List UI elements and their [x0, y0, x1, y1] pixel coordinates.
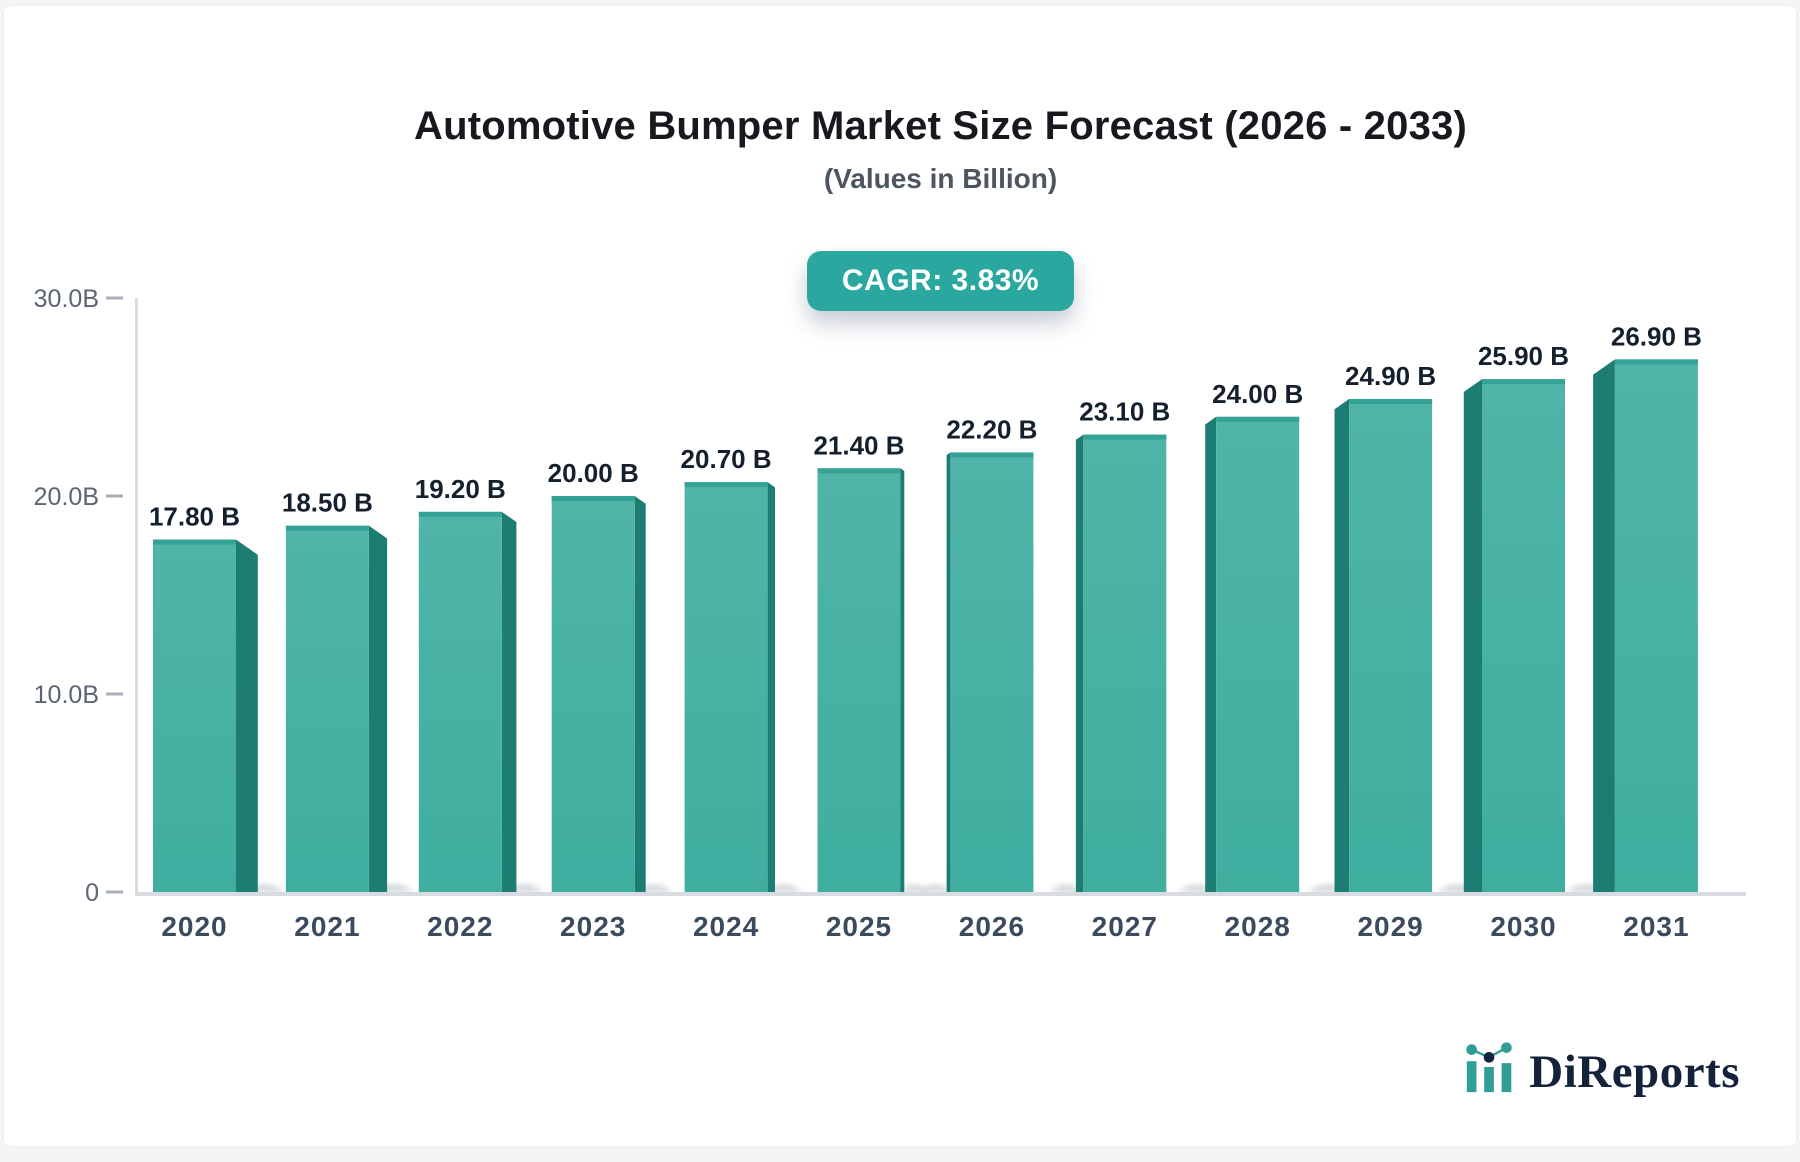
bar-value-label: 22.20 B	[946, 414, 1037, 444]
x-axis-label: 2027	[1092, 911, 1158, 942]
y-tick-label: 10.0B	[34, 681, 99, 709]
x-axis-label: 2021	[294, 911, 360, 942]
chart-header: Automotive Bumper Market Size Forecast (…	[135, 6, 1746, 311]
bar-value-label: 25.90 B	[1478, 341, 1569, 371]
chart-subtitle: (Values in Billion)	[823, 163, 1058, 194]
chart-title: Automotive Bumper Market Size Forecast (…	[414, 104, 1467, 148]
x-axis-label: 2031	[1623, 911, 1689, 942]
brand-logo-icon	[1466, 1042, 1512, 1093]
bar-2027: 23.10 B 2027	[1048, 397, 1170, 942]
bar-value-label: 20.70 B	[681, 444, 772, 474]
chart-card: Automotive Bumper Market Size Forecast (…	[4, 6, 1796, 1146]
bar-2028: 24.00 B 2028	[1178, 379, 1303, 942]
bar-2020: 17.80 B 2020	[149, 502, 285, 942]
bar-2025: 21.40 B 2025	[813, 430, 932, 942]
bar-2023: 20.00 B 2023	[548, 458, 673, 942]
x-axis-label: 2024	[693, 911, 759, 942]
x-axis-label: 2022	[427, 911, 493, 942]
x-axis-label: 2026	[959, 911, 1025, 942]
bar-2024: 20.70 B 2024	[681, 444, 802, 942]
bar-chart: 0 10.0B 20.0B 30.0B 17.80 B 2020 18.50 B 2021 19…	[34, 285, 1746, 942]
bar-2031: 26.90 B 2031	[1566, 321, 1702, 942]
bar-value-label: 24.00 B	[1212, 379, 1303, 409]
bar-value-label: 24.90 B	[1345, 361, 1436, 391]
y-tick-label: 30.0B	[34, 285, 99, 313]
x-axis-label: 2029	[1357, 911, 1423, 942]
bar-value-label: 21.40 B	[813, 430, 904, 460]
x-axis-label: 2028	[1225, 911, 1291, 942]
bar-value-label: 20.00 B	[548, 458, 639, 488]
bar-value-label: 19.20 B	[415, 474, 506, 504]
bar-value-label: 23.10 B	[1079, 397, 1170, 427]
bar-2026: 22.20 B 2026	[919, 414, 1037, 942]
brand-logo: DiReports	[1461, 1038, 1740, 1096]
cagr-badge: CAGR: 3.83%	[806, 251, 1075, 311]
bars: 17.80 B 2020 18.50 B 2021 19.20 B 2022 20.00 B…	[149, 321, 1702, 942]
y-tick-label: 0	[85, 879, 99, 907]
x-axis-label: 2020	[161, 911, 227, 942]
bar-value-label: 26.90 B	[1611, 321, 1702, 351]
bar-value-label: 17.80 B	[149, 502, 240, 532]
x-axis-label: 2023	[560, 911, 626, 942]
y-tick-label: 20.0B	[34, 483, 99, 511]
x-axis-label: 2030	[1490, 911, 1556, 942]
brand-logo-text: DiReports	[1529, 1046, 1740, 1098]
bar-2022: 19.20 B 2022	[415, 474, 544, 942]
bar-2030: 25.90 B 2030	[1436, 341, 1569, 942]
y-axis: 0 10.0B 20.0B 30.0B	[34, 285, 138, 907]
x-axis-label: 2025	[826, 911, 892, 942]
bar-2021: 18.50 B 2021	[282, 488, 415, 942]
bar-2029: 24.90 B 2029	[1307, 361, 1436, 942]
bar-value-label: 18.50 B	[282, 488, 373, 518]
